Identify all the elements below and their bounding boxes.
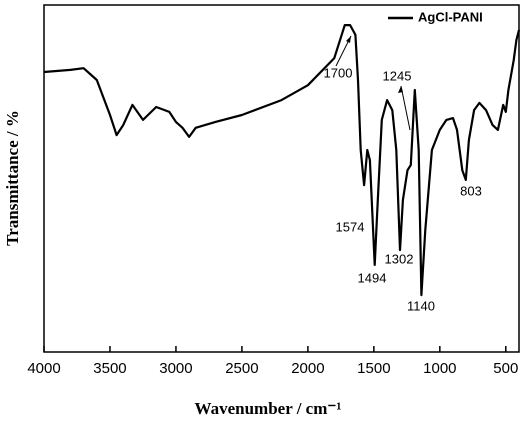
- legend-label: AgCl-PANI: [418, 9, 483, 24]
- x-tick-label: 500: [493, 360, 518, 377]
- peak-label: 1245: [383, 68, 412, 83]
- peak-label: 1574: [336, 219, 365, 234]
- plot-frame: [43, 4, 520, 353]
- x-tick-label: 3500: [93, 360, 126, 377]
- y-axis-label: Transmittance / %: [3, 110, 22, 246]
- spectrum-line: [43, 24, 521, 297]
- peak-label: 1140: [407, 298, 435, 313]
- x-tick-label: 2500: [225, 360, 258, 377]
- x-tick-label: 2000: [291, 360, 324, 377]
- x-tick-label: 1500: [357, 360, 390, 377]
- x-tick-label: 3000: [159, 360, 192, 377]
- peak-label: 803: [460, 183, 482, 198]
- arrow: [400, 85, 411, 131]
- x-tick-label: 4000: [27, 360, 60, 377]
- x-axis-label: Wavenumber / cm⁻¹: [195, 399, 342, 418]
- peak-label: 1700: [324, 65, 353, 80]
- arrow-head: [346, 36, 351, 43]
- x-tick-label: 1000: [423, 360, 456, 377]
- arrow-head: [398, 86, 403, 93]
- peak-label: 1494: [358, 270, 387, 285]
- peak-label: 1302: [385, 251, 414, 266]
